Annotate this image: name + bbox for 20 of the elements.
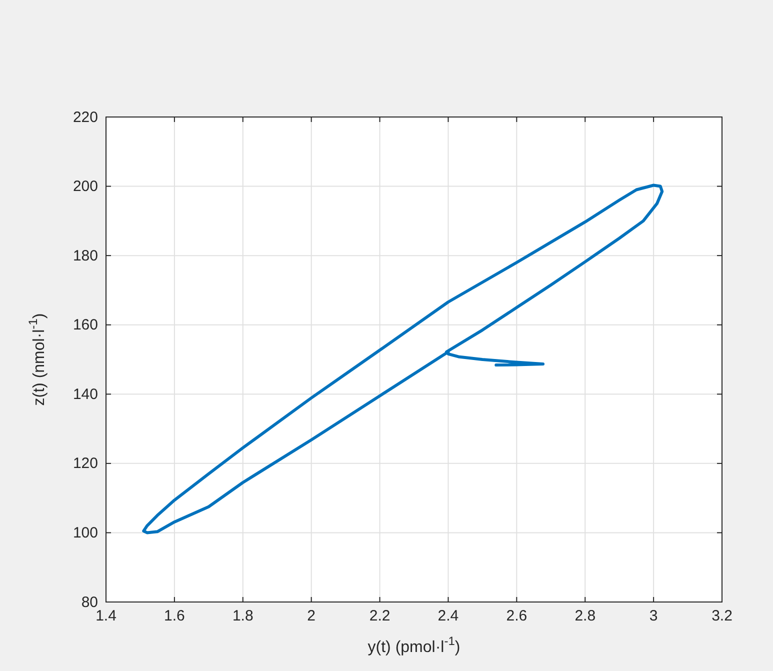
y-tick-label: 140 — [72, 386, 98, 403]
y-tick-label: 120 — [72, 455, 98, 472]
x-tick-label: 3 — [649, 608, 658, 625]
y-tick-label: 100 — [72, 524, 98, 542]
x-tick-label: 3.2 — [712, 608, 732, 625]
y-tick-label: 220 — [72, 108, 98, 126]
y-tick-label: 180 — [72, 247, 98, 264]
y-tick-label: 200 — [72, 178, 98, 196]
x-tick-label: 2.6 — [506, 608, 528, 625]
y-tick-label: 80 — [81, 594, 98, 611]
y-tick-label: 160 — [72, 316, 98, 334]
x-tick-label: 2.4 — [438, 608, 459, 625]
x-tick-label: 2 — [307, 608, 316, 625]
x-tick-label: 2.2 — [369, 608, 390, 625]
x-tick-label: 2.8 — [574, 608, 596, 625]
x-tick-label: 1.6 — [164, 608, 185, 625]
x-axis-title: y(t) (pmol·l$^{-1}$) — [368, 634, 460, 656]
x-tick-label: 1.8 — [232, 608, 254, 625]
line-series — [142, 184, 664, 534]
x-tick-label: 1.4 — [96, 608, 116, 625]
